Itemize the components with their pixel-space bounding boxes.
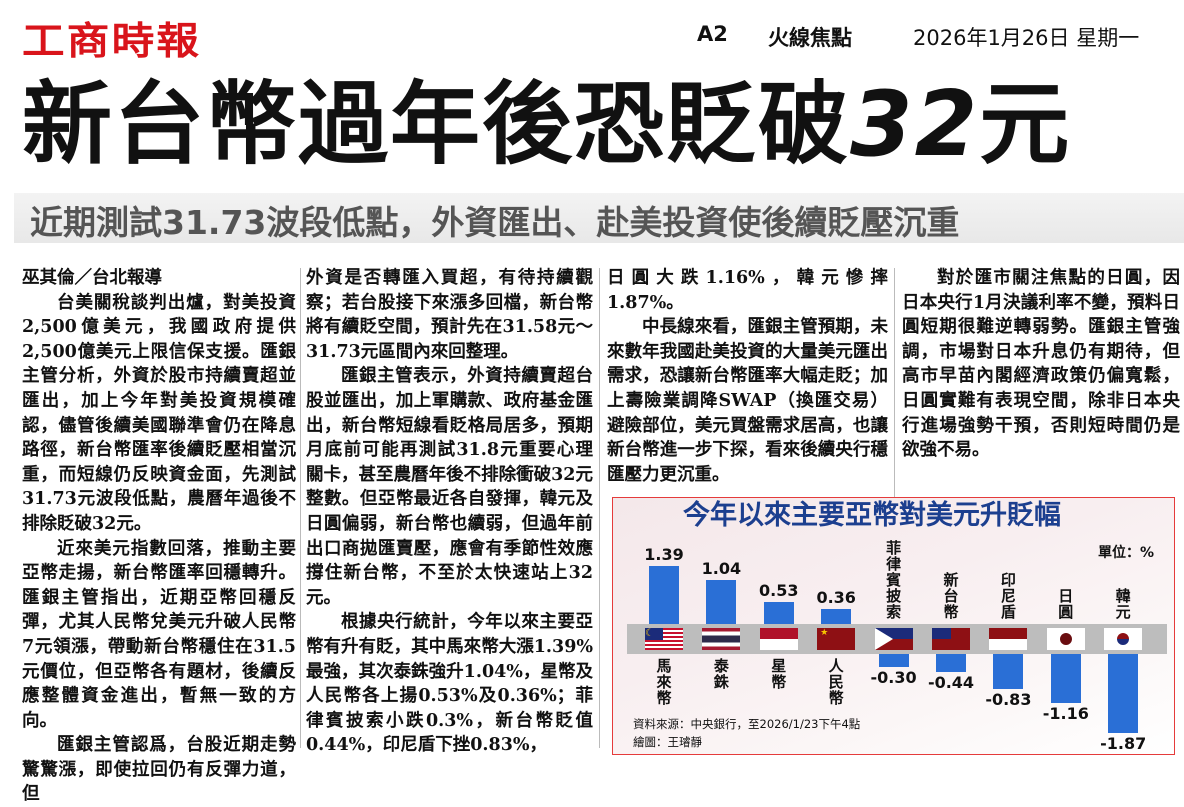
article-paragraph: 巫其倫／台北報導 bbox=[22, 268, 162, 288]
chart-credit: 繪圖：王璿靜 bbox=[633, 735, 702, 749]
value-label: 1.39 bbox=[644, 544, 684, 564]
headline-unit: 元 bbox=[979, 72, 1072, 177]
headline-number: 32 bbox=[850, 72, 980, 177]
article-paragraph: 匯銀主管認爲，台股近期走勢驚驚漲，即使拉回仍有反彈力道，但 bbox=[22, 735, 296, 805]
bar-6 bbox=[993, 654, 1024, 689]
newspaper-logo: 工商時報 bbox=[22, 19, 202, 63]
chart-unit: 單位：% bbox=[1097, 545, 1154, 561]
china-flag: ★ bbox=[817, 628, 856, 650]
category-label: 馬來幣 bbox=[656, 657, 672, 707]
article-paragraph: 外資是否轉匯入買超，有待持續觀察；若台股接下來漲多回檔，新台幣將有續貶空間，預計… bbox=[306, 268, 593, 362]
issue-date: 2026年1月26日 星期一 bbox=[913, 26, 1140, 50]
chart-title: 今年以來主要亞幣對美元升貶幅 bbox=[683, 500, 1061, 531]
value-label: -0.83 bbox=[985, 689, 1032, 709]
bar-3 bbox=[821, 608, 852, 624]
bar-5 bbox=[936, 654, 966, 673]
value-label: 0.53 bbox=[759, 580, 799, 600]
thailand-flag bbox=[702, 628, 741, 650]
category-label: 菲律賓披索 bbox=[886, 539, 902, 621]
category-label: 星幣 bbox=[771, 657, 787, 691]
bar-7 bbox=[1050, 654, 1081, 703]
bar-8 bbox=[1108, 654, 1139, 733]
value-label: -0.30 bbox=[870, 667, 917, 687]
malaysia-flag: ☾ bbox=[645, 628, 683, 650]
bar-1 bbox=[706, 580, 737, 624]
article-column-3: 日圓大跌1.16%，韓元慘摔1.87%。 中長線來看，匯銀主管預期，未來數年我國赴… bbox=[607, 266, 888, 487]
value-label: -1.87 bbox=[1100, 733, 1147, 753]
philippines-flag bbox=[874, 628, 913, 650]
article-paragraph: 日圓大跌1.16%，韓元慘摔1.87%。 bbox=[607, 268, 888, 313]
bar-2 bbox=[763, 601, 794, 624]
category-label: 新台幣 bbox=[943, 571, 959, 621]
column-divider bbox=[300, 268, 301, 748]
article-paragraph: 匯銀主管表示，外資持續賣超台股並匯出，加上軍購款、政府基金匯出，新台幣短線看貶格… bbox=[306, 366, 593, 608]
bar-4 bbox=[878, 654, 909, 667]
article-column-1: 巫其倫／台北報導台美關稅談判出爐，對美投資2,500億美元，我國政府提供2,50… bbox=[22, 266, 296, 807]
value-label: 1.04 bbox=[701, 559, 742, 579]
article-paragraph: 根據央行統計，今年以來主要亞幣有升有貶，其中馬來幣大漲1.39%最強，其次泰銖強… bbox=[306, 612, 593, 756]
article-column-2: 外資是否轉匯入買超，有待持續觀察；若台股接下來漲多回檔，新台幣將有續貶空間，預計… bbox=[306, 266, 593, 758]
taiwan-flag bbox=[932, 628, 970, 650]
headline-text: 新台幣過年後恐貶破 bbox=[22, 72, 850, 177]
subheadline: 近期測試31.73波段低點，外資匯出、赴美投資使後續貶壓沉重 bbox=[30, 203, 960, 242]
category-label: 人民幣 bbox=[828, 657, 844, 707]
page-number: A2 bbox=[697, 22, 728, 46]
korea-flag bbox=[1104, 628, 1143, 650]
indonesia-flag bbox=[989, 628, 1028, 650]
bar-0 bbox=[649, 565, 679, 624]
article-paragraph: 台美關稅談判出爐，對美投資2,500億美元，我國政府提供2,500億美元上限信保… bbox=[22, 292, 296, 534]
currency-chart: 今年以來主要亞幣對美元升貶幅 單位：% 資料來源：中央銀行，至2026/1/23… bbox=[612, 497, 1175, 755]
article-paragraph: 中長線來看，匯銀主管預期，未來數年我國赴美投資的大量美元匯出需求，恐讓新台幣匯率… bbox=[607, 317, 888, 485]
category-label: 韓元 bbox=[1115, 587, 1131, 621]
singapore-flag bbox=[759, 628, 798, 650]
subheadline-band bbox=[14, 193, 1184, 243]
value-label: -1.16 bbox=[1042, 703, 1089, 723]
article-paragraph: 近來美元指數回落，推動主要亞幣走揚，新台幣匯率回穩轉升。匯銀主管指出，近期亞幣回… bbox=[22, 538, 296, 731]
article-column-4: 對於匯市關注焦點的日圓，因日本央行1月決議利率不變，預料日圓短期很難逆轉弱勢。匯… bbox=[902, 266, 1180, 463]
section-name: 火線焦點 bbox=[768, 26, 852, 50]
value-label: 0.36 bbox=[816, 587, 856, 607]
japan-flag bbox=[1046, 628, 1085, 650]
headline: 新台幣過年後恐貶破32元 bbox=[22, 70, 1172, 180]
article-paragraph: 對於匯市關注焦點的日圓，因日本央行1月決議利率不變，預料日圓短期很難逆轉弱勢。匯… bbox=[902, 268, 1180, 461]
value-label: -0.44 bbox=[927, 673, 975, 693]
category-label: 泰銖 bbox=[713, 657, 729, 691]
category-label: 印尼盾 bbox=[1000, 571, 1016, 621]
category-label: 日圓 bbox=[1058, 587, 1074, 621]
column-divider bbox=[599, 268, 600, 748]
chart-source: 資料來源：中央銀行，至2026/1/23下午4點 bbox=[633, 717, 861, 731]
